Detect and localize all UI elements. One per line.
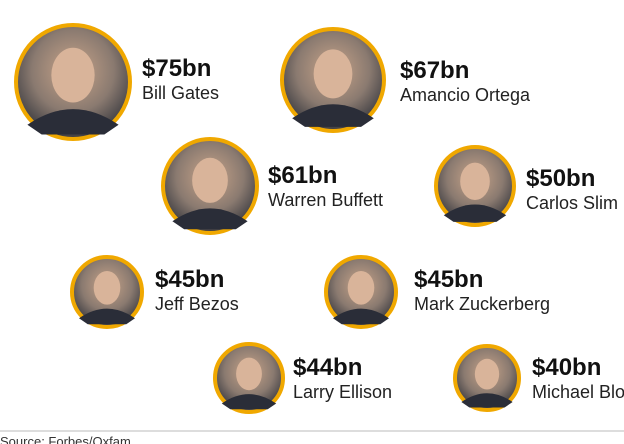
face: [474, 358, 500, 390]
person-name: Larry Ellison: [293, 382, 392, 402]
face: [93, 271, 121, 305]
person-name: Michael Bloomberg: [532, 382, 624, 402]
wealth: $45bn: [155, 266, 224, 293]
person-name: Bill Gates: [142, 83, 219, 103]
wealth: $75bn: [142, 55, 211, 82]
source: Source: Forbes/Oxfam: [0, 434, 131, 444]
shoulders: [221, 394, 277, 410]
person-name: Warren Buffett: [268, 190, 383, 210]
person-name: Amancio Ortega: [400, 85, 531, 105]
wealth: $45bn: [414, 266, 483, 293]
shoulders: [172, 208, 248, 230]
face: [192, 157, 228, 203]
wealth: $40bn: [532, 354, 601, 381]
shoulders: [27, 109, 119, 135]
face: [313, 49, 353, 99]
wealth: $44bn: [293, 354, 362, 381]
face: [347, 271, 375, 305]
person-name: Jeff Bezos: [155, 294, 239, 314]
shoulders: [443, 204, 507, 222]
shoulders: [292, 104, 374, 127]
person-name: Carlos Slim: [526, 193, 618, 213]
face: [51, 47, 95, 103]
shoulders: [333, 308, 389, 325]
shoulders: [79, 308, 135, 325]
person-name: Mark Zuckerberg: [414, 294, 550, 314]
face: [236, 357, 262, 391]
shoulders: [461, 393, 513, 408]
wealth: $50bn: [526, 165, 595, 192]
wealth: $67bn: [400, 57, 469, 84]
wealth: $61bn: [268, 162, 337, 189]
face: [460, 162, 490, 201]
